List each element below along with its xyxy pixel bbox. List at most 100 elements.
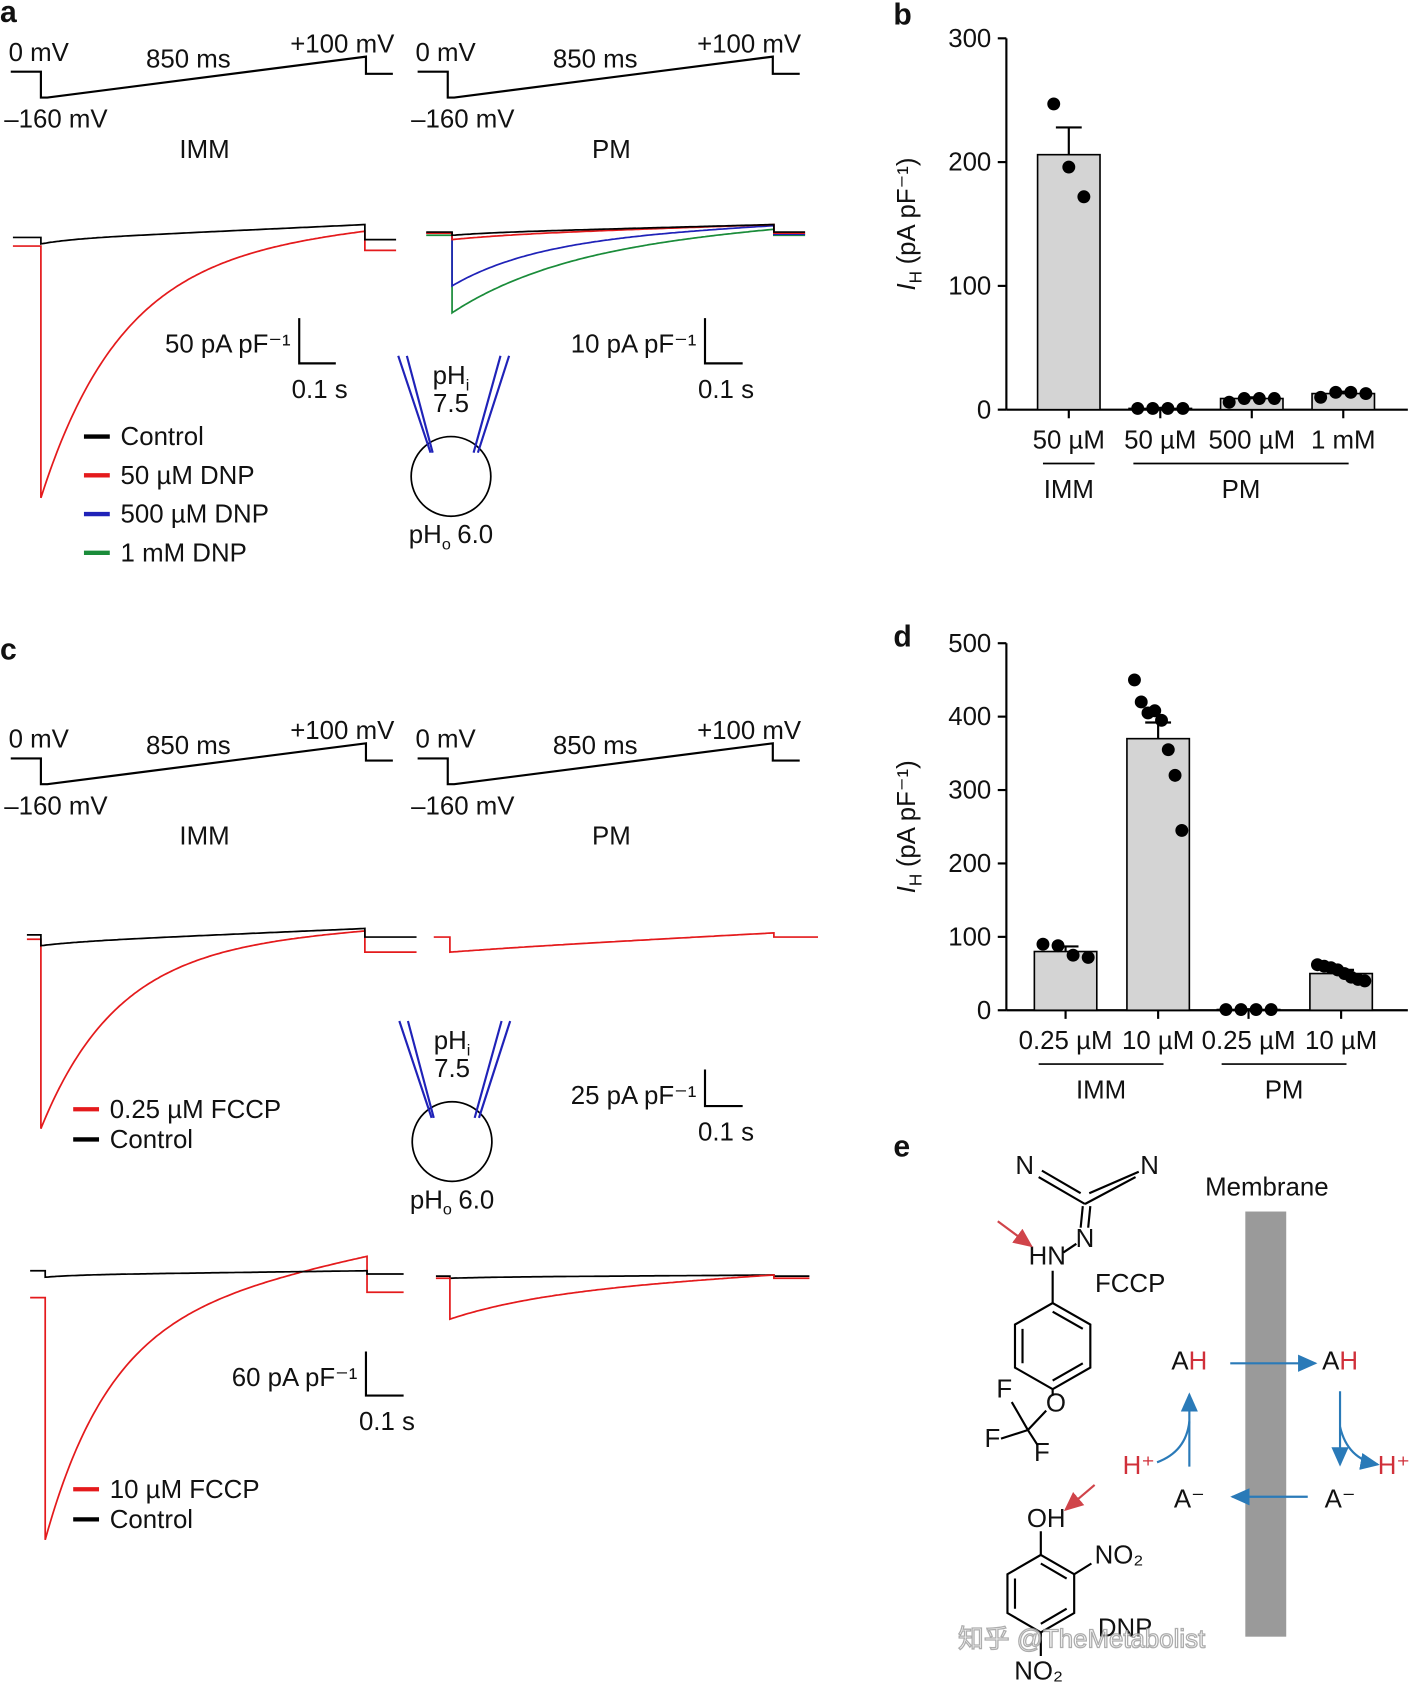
protocol-trace xyxy=(10,55,393,99)
ph-outside: pHo 6.0 xyxy=(409,521,493,553)
ph-sub: i xyxy=(466,376,470,394)
anion: A⁻ xyxy=(1325,1486,1356,1514)
group-label: IMM xyxy=(1044,476,1094,504)
ph-outside: pHo 6.0 xyxy=(410,1186,494,1218)
arrow-branch xyxy=(1156,1421,1191,1464)
ph-sub: o xyxy=(443,1201,452,1219)
atom: OH xyxy=(1027,1505,1066,1533)
protocol-trace xyxy=(10,742,393,786)
legend-label: 500 µM DNP xyxy=(121,501,269,529)
pipette xyxy=(397,355,432,454)
acid-h: H xyxy=(1339,1348,1358,1376)
current-trace xyxy=(435,1273,810,1321)
protocol-hold: –160 mV xyxy=(4,792,108,820)
data-point xyxy=(1051,939,1065,953)
atom: F xyxy=(1034,1439,1050,1467)
ph-value: 6.0 xyxy=(457,521,493,549)
membrane-label: PM xyxy=(592,136,631,164)
ph: pH xyxy=(434,1027,467,1055)
x-tick-label: 10 µM xyxy=(1122,1027,1194,1055)
y-tick-label: 200 xyxy=(948,149,991,177)
ylabel-unit: (pA pF⁻¹) xyxy=(893,157,921,264)
protocol-end: +100 mV xyxy=(290,30,395,58)
protocol-start: 0 mV xyxy=(415,39,476,67)
x-tick-label: 50 µM xyxy=(1033,426,1105,454)
y-tick-label: 100 xyxy=(948,923,991,951)
ring xyxy=(1006,1553,1076,1634)
molecule-name: FCCP xyxy=(1095,1270,1165,1298)
membrane xyxy=(1245,1211,1287,1637)
atom: NO₂ xyxy=(1095,1541,1144,1569)
protocol-start: 0 mV xyxy=(415,726,476,754)
scale-bar xyxy=(703,318,743,365)
group-label: IMM xyxy=(1076,1077,1126,1105)
current-trace xyxy=(26,927,417,947)
x-tick-label: 10 µM xyxy=(1305,1027,1377,1055)
protocol-duration: 850 ms xyxy=(553,732,638,760)
arrow xyxy=(997,1220,1033,1248)
cycle-arrows xyxy=(1156,1354,1380,1506)
panel-letter: d xyxy=(893,620,911,653)
ph: pH xyxy=(409,521,442,549)
data-point xyxy=(1359,387,1373,401)
pipette xyxy=(472,355,502,454)
current-trace xyxy=(30,1269,404,1279)
scale-bar xyxy=(364,1351,404,1397)
atom: O xyxy=(1046,1390,1066,1418)
y-tick-label: 100 xyxy=(948,272,991,300)
scale-current: 10 pA pF⁻¹ xyxy=(571,331,697,359)
protocol-hold: –160 mV xyxy=(411,792,515,820)
panel-e: Membrane N N N HN FCCP O F F F OH NO₂ NO… xyxy=(984,1152,1410,1686)
data-point xyxy=(1161,743,1175,757)
x-tick-label: 50 µM xyxy=(1124,426,1196,454)
scale-bar xyxy=(703,1069,743,1108)
ylabel-unit: (pA pF⁻¹) xyxy=(893,760,921,867)
current-trace xyxy=(12,223,397,245)
scale-time: 0.1 s xyxy=(698,1118,754,1146)
ylabel-sub: H xyxy=(905,271,925,283)
ph-sub: o xyxy=(442,536,451,554)
x-tick-label: 1 mM xyxy=(1311,426,1376,454)
data-point xyxy=(1128,673,1141,687)
legend-label: 50 µM DNP xyxy=(121,462,255,490)
protocol-duration: 850 ms xyxy=(553,45,638,73)
atom: HN xyxy=(1029,1242,1066,1270)
ph-inside-value: 7.5 xyxy=(433,390,469,418)
data-point xyxy=(1047,97,1061,111)
legend-label: 10 µM FCCP xyxy=(110,1476,260,1504)
data-point xyxy=(1081,950,1095,964)
atom: F xyxy=(984,1425,1000,1453)
y-tick-label: 300 xyxy=(948,25,991,53)
proton: H⁺ xyxy=(1123,1452,1155,1480)
ylabel-symbol: I xyxy=(893,886,921,893)
cf3-bonds xyxy=(1000,1389,1054,1446)
ph: pH xyxy=(433,362,466,390)
acid-h: H xyxy=(1189,1348,1208,1376)
current-trace xyxy=(12,230,397,499)
atom: F xyxy=(996,1376,1012,1404)
y-tick-label: 300 xyxy=(948,777,991,805)
atom: N xyxy=(1076,1225,1095,1253)
cell xyxy=(411,1100,493,1183)
group-label: PM xyxy=(1265,1077,1304,1105)
ylabel-sub: H xyxy=(905,874,925,886)
arrow xyxy=(1063,1484,1096,1512)
protocol-start: 0 mV xyxy=(9,726,70,754)
y-tick-label: 0 xyxy=(977,997,991,1025)
current-trace xyxy=(426,224,806,288)
protocol-end: +100 mV xyxy=(697,30,802,58)
panel-letter: b xyxy=(893,0,911,31)
data-point xyxy=(1264,1003,1278,1016)
membrane-label: IMM xyxy=(179,823,229,851)
bar xyxy=(1036,153,1101,411)
membrane-label: IMM xyxy=(179,136,229,164)
current-trace xyxy=(433,931,819,954)
proton: H⁺ xyxy=(1378,1452,1410,1480)
data-point xyxy=(1161,401,1175,415)
scale-current: 25 pA pF⁻¹ xyxy=(571,1082,697,1110)
bar xyxy=(1126,737,1191,1012)
acid-a: A xyxy=(1322,1348,1340,1376)
data-point xyxy=(1155,713,1168,727)
group-label: PM xyxy=(1222,476,1261,504)
